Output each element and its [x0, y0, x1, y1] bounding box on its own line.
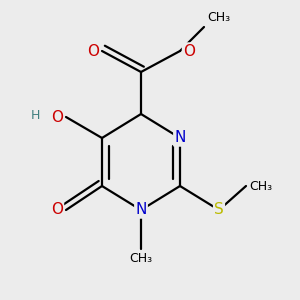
- Text: H: H: [31, 109, 40, 122]
- Text: N: N: [174, 130, 186, 146]
- Text: CH₃: CH₃: [207, 11, 230, 24]
- Text: O: O: [51, 202, 63, 217]
- Text: CH₃: CH₃: [249, 179, 272, 193]
- Text: N: N: [135, 202, 147, 217]
- Text: O: O: [87, 44, 99, 59]
- Text: S: S: [214, 202, 224, 217]
- Text: O: O: [183, 44, 195, 59]
- Text: CH₃: CH₃: [129, 252, 153, 265]
- Text: O: O: [51, 110, 63, 124]
